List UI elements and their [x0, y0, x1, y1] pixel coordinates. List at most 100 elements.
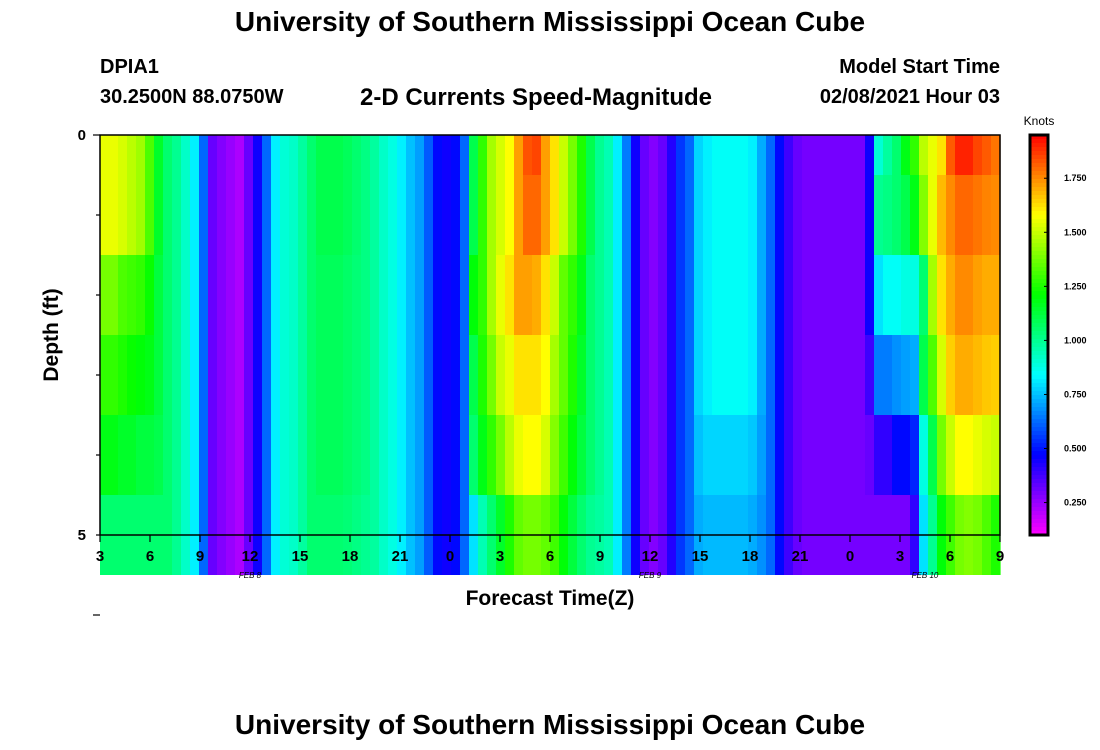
heat-cell [415, 255, 425, 335]
heat-cell [928, 175, 938, 255]
heat-cell [613, 135, 623, 175]
heat-cell [352, 175, 362, 255]
heat-cell [487, 335, 497, 415]
heat-cell [802, 415, 812, 495]
colorbar-step [1030, 431, 1048, 436]
colorbar-step [1030, 491, 1048, 496]
colorbar-step [1030, 291, 1048, 296]
chart-title: 2-D Currents Speed-Magnitude [360, 84, 713, 111]
heat-cell [649, 415, 659, 495]
colorbar-step [1030, 411, 1048, 416]
heat-cell [136, 335, 146, 415]
heat-cell [334, 255, 344, 335]
heat-cell [586, 415, 596, 495]
heat-cell [964, 135, 974, 175]
heat-cell [730, 415, 740, 495]
heat-cell [478, 135, 488, 175]
heat-cell [793, 335, 803, 415]
heat-cell [127, 415, 137, 495]
heat-cell [361, 415, 371, 495]
heat-cell [469, 335, 479, 415]
colorbar-step [1030, 467, 1048, 472]
heat-cell [451, 335, 461, 415]
colorbar-step [1030, 527, 1048, 532]
heat-cell [973, 175, 983, 255]
heat-cell [280, 135, 290, 175]
heat-cell [892, 335, 902, 415]
heat-cell [892, 175, 902, 255]
colorbar-step [1030, 275, 1048, 280]
heat-cell [163, 415, 173, 495]
heat-cell [136, 135, 146, 175]
colorbar-step [1030, 171, 1048, 176]
heat-cell [154, 255, 164, 335]
heat-cell [829, 135, 839, 175]
heat-cell [883, 255, 893, 335]
colorbar-step [1030, 251, 1048, 256]
colorbar-tick-label: 1.250 [1064, 281, 1087, 291]
heat-cell [370, 135, 380, 175]
heat-cell [208, 415, 218, 495]
heat-cell [667, 255, 677, 335]
heat-cell [154, 335, 164, 415]
heat-cell [100, 175, 110, 255]
heat-cell [910, 175, 920, 255]
x-tick-label: 21 [792, 548, 809, 565]
heat-cell [172, 175, 182, 255]
heat-cell [325, 135, 335, 175]
x-tick-label: 6 [146, 548, 154, 565]
heat-cell [127, 255, 137, 335]
heat-cell [415, 175, 425, 255]
heat-cell [271, 335, 281, 415]
heat-cell [352, 135, 362, 175]
heat-cell [109, 175, 119, 255]
heat-cell [208, 335, 218, 415]
heat-cell [820, 255, 830, 335]
colorbar-step [1030, 415, 1048, 420]
heat-cell [883, 335, 893, 415]
heat-cell [379, 255, 389, 335]
heat-cell [829, 415, 839, 495]
heat-cell [739, 255, 749, 335]
heat-cell [820, 415, 830, 495]
x-tick-label: 9 [196, 548, 204, 565]
heat-cell [397, 415, 407, 495]
heat-cell [964, 175, 974, 255]
heat-cell [451, 135, 461, 175]
heat-cell [334, 135, 344, 175]
heat-cell [550, 135, 560, 175]
colorbar-step [1030, 267, 1048, 272]
heat-cell [838, 255, 848, 335]
heat-cell [640, 415, 650, 495]
heat-cell [298, 255, 308, 335]
x-tick-label: 9 [996, 548, 1004, 565]
heat-cell [577, 175, 587, 255]
heat-cell [217, 255, 227, 335]
heat-cell [451, 415, 461, 495]
heat-cell [217, 175, 227, 255]
colorbar-step [1030, 379, 1048, 384]
heat-cell [262, 255, 272, 335]
heat-cell [811, 335, 821, 415]
heat-cell [235, 335, 245, 415]
heat-cell [973, 255, 983, 335]
heat-cell [775, 335, 785, 415]
colorbar-step [1030, 371, 1048, 376]
heat-cell [856, 175, 866, 255]
heat-cell [127, 175, 137, 255]
heat-cell [262, 335, 272, 415]
date-label: FEB 9 [639, 571, 662, 580]
heat-cell [676, 255, 686, 335]
heat-cell [379, 135, 389, 175]
heat-cell [775, 415, 785, 495]
heat-cell [955, 135, 965, 175]
heat-cell [550, 255, 560, 335]
heat-cell [388, 175, 398, 255]
heat-cell [253, 135, 263, 175]
heat-cell [847, 255, 857, 335]
colorbar: 1.750 1.500 1.250 1.000 0.750 0.500 0.250 [1028, 133, 1087, 537]
heat-cell [424, 175, 434, 255]
heat-cell [973, 415, 983, 495]
heat-cell [613, 335, 623, 415]
